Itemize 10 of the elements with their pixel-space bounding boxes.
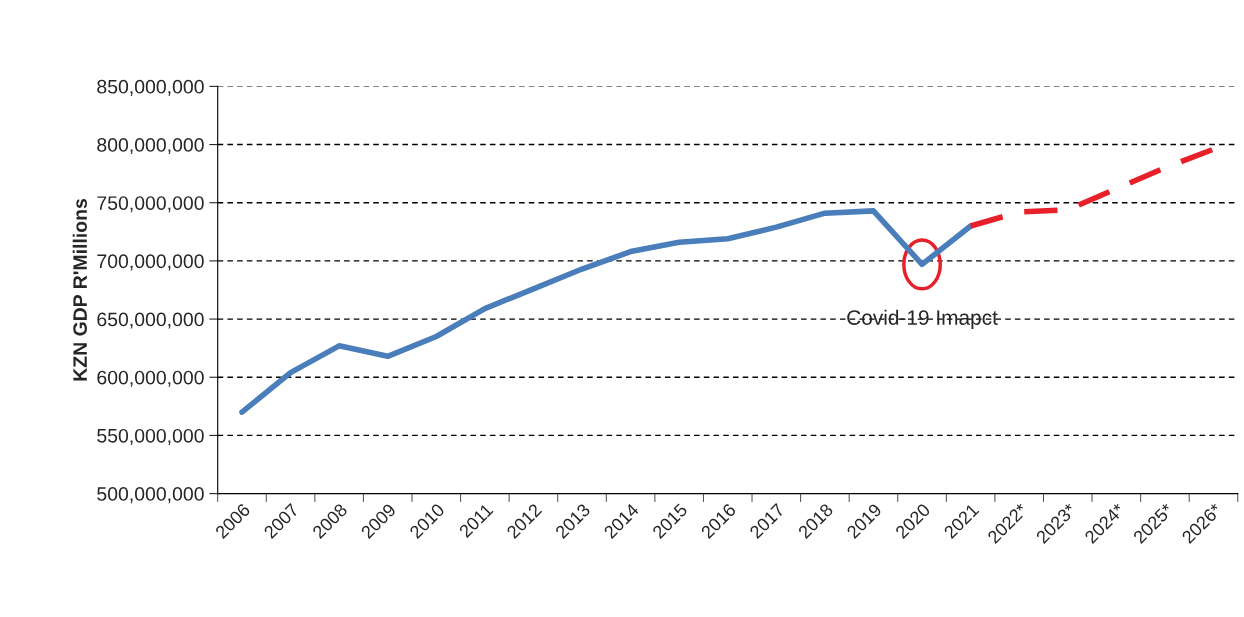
y-tick-label: 700,000,000 xyxy=(97,254,204,271)
y-tick-label: 850,000,000 xyxy=(97,79,204,96)
y-tick-label: 550,000,000 xyxy=(97,428,204,445)
y-tick-label: 600,000,000 xyxy=(97,370,204,387)
y-axis-title: KZN GDP R'Millions xyxy=(72,198,87,381)
y-tick-label: 500,000,000 xyxy=(97,487,204,504)
y-tick-label: 800,000,000 xyxy=(97,138,204,155)
annotation: Covid-19 Imapct xyxy=(847,309,998,330)
y-tick-label: 750,000,000 xyxy=(97,196,204,213)
y-tick-label: 650,000,000 xyxy=(97,312,204,329)
